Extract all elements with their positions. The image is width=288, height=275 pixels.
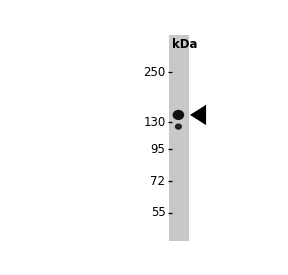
Polygon shape — [190, 105, 206, 125]
Text: 250: 250 — [143, 66, 165, 79]
Text: 72: 72 — [150, 175, 165, 188]
Text: 95: 95 — [151, 142, 165, 156]
Ellipse shape — [175, 123, 182, 130]
Text: 55: 55 — [151, 206, 165, 219]
Ellipse shape — [173, 110, 184, 120]
Text: 130: 130 — [143, 116, 165, 129]
Text: kDa: kDa — [172, 38, 198, 51]
Bar — [169, 35, 189, 241]
